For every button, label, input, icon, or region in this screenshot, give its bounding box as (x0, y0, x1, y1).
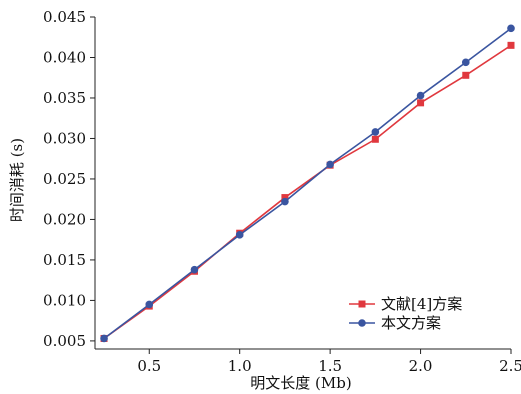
x-tick-label: 2.5 (499, 357, 521, 375)
y-tick-label: 0.025 (43, 170, 86, 188)
y-tick-label: 0.030 (43, 129, 86, 147)
axes (94, 17, 511, 350)
x-axis-ticks: 0.5 1.0 1.5 2.0 2.5 (137, 349, 521, 375)
x-tick-label: 2.0 (409, 357, 433, 375)
data-point (417, 99, 425, 107)
x-tick-label: 0.5 (137, 357, 161, 375)
data-point (281, 194, 289, 202)
data-point (145, 300, 154, 309)
legend-swatch-marker (358, 300, 366, 308)
series-2 (100, 24, 515, 343)
data-point (371, 135, 379, 143)
data-point (235, 231, 244, 239)
legend-item: 本文方案 (349, 314, 441, 332)
x-tick-label: 1.5 (318, 357, 342, 375)
data-point (190, 265, 199, 274)
data-point (462, 71, 470, 79)
data-point (507, 41, 515, 49)
data-point (100, 334, 108, 343)
y-tick-label: 0.040 (43, 48, 86, 66)
data-point (281, 197, 289, 206)
y-tick-label: 0.045 (43, 8, 86, 26)
data-point (507, 24, 515, 33)
data-point (371, 128, 380, 136)
y-tick-label: 0.010 (43, 291, 86, 309)
y-tick-label: 0.005 (43, 332, 86, 350)
y-tick-label: 0.035 (43, 89, 86, 107)
x-tick-label: 1.0 (228, 357, 252, 375)
x-axis-title: 明文长度 (Mb) (250, 374, 351, 392)
data-point (416, 91, 425, 100)
legend-swatch-marker (358, 319, 366, 327)
legend-label: 本文方案 (381, 314, 441, 332)
data-point (461, 58, 470, 67)
series-layer (100, 24, 515, 343)
y-tick-label: 0.020 (43, 210, 86, 228)
y-axis-title: 时间消耗 (s) (8, 138, 26, 222)
series-line (103, 27, 512, 340)
y-tick-label: 0.015 (43, 251, 86, 269)
data-point (326, 160, 334, 169)
legend-label: 文献[4]方案 (381, 295, 462, 313)
series-line (103, 44, 512, 340)
legend-item: 文献[4]方案 (349, 295, 462, 313)
y-axis-ticks: 0.005 0.010 0.015 0.020 0.025 0.030 0.035 0.040… (43, 8, 95, 350)
